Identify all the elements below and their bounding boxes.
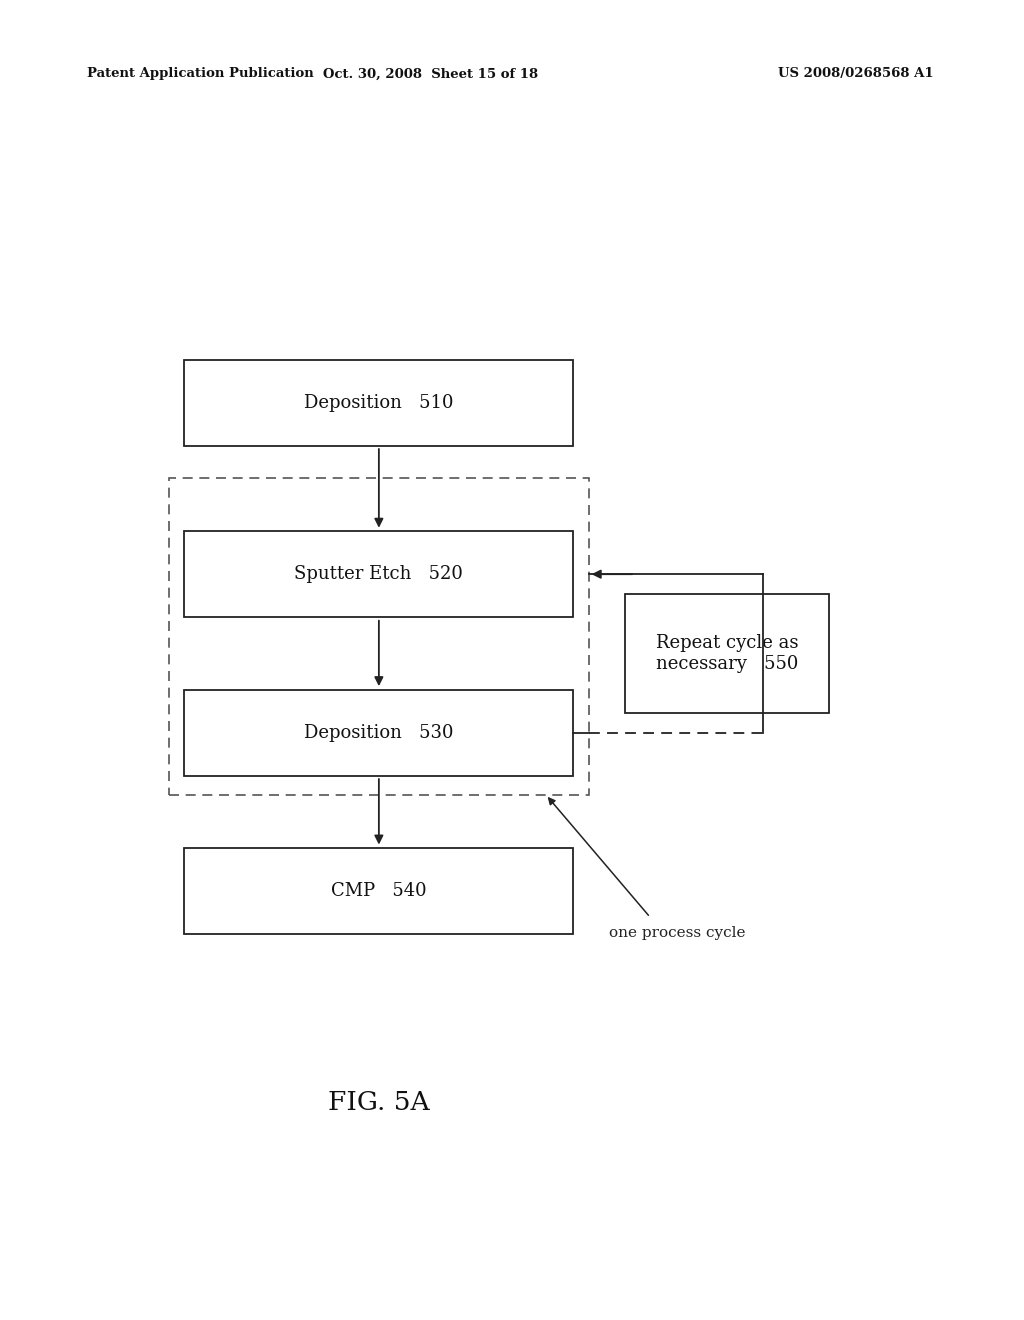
Text: one process cycle: one process cycle [609, 927, 745, 940]
Text: FIG. 5A: FIG. 5A [328, 1090, 430, 1114]
Text: CMP   540: CMP 540 [331, 882, 427, 900]
Bar [625, 594, 829, 713]
Bar [184, 532, 573, 618]
Bar [184, 359, 573, 446]
Bar [184, 849, 573, 935]
Text: Deposition   510: Deposition 510 [304, 393, 454, 412]
Text: Repeat cycle as
necessary   550: Repeat cycle as necessary 550 [655, 634, 799, 673]
Text: Deposition   530: Deposition 530 [304, 723, 454, 742]
Text: Sputter Etch   520: Sputter Etch 520 [295, 565, 463, 583]
Text: US 2008/0268568 A1: US 2008/0268568 A1 [778, 67, 934, 81]
Text: Patent Application Publication: Patent Application Publication [87, 67, 313, 81]
Text: Oct. 30, 2008  Sheet 15 of 18: Oct. 30, 2008 Sheet 15 of 18 [323, 67, 538, 81]
Bar [184, 689, 573, 776]
Bar [169, 478, 589, 795]
